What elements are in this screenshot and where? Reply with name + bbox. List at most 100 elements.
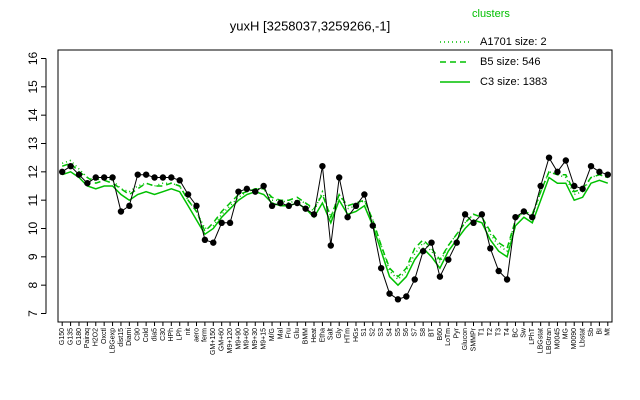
gene-point xyxy=(117,208,125,215)
x-tick-label: HPh xyxy=(168,328,175,342)
gene-point xyxy=(596,168,603,176)
gene-point xyxy=(545,154,553,161)
gene-point xyxy=(445,256,452,263)
x-tick-label: SMMPr xyxy=(470,327,477,351)
plot-frame xyxy=(57,49,613,323)
y-tick-label: 13 xyxy=(26,137,40,151)
x-tick-label: G150 xyxy=(59,328,66,345)
gene-point xyxy=(100,174,108,181)
x-tick-label: LPhT xyxy=(529,327,536,344)
gene-point xyxy=(294,199,301,207)
gene-point xyxy=(201,236,209,244)
legend-label: C3 size: 1383 xyxy=(480,76,547,88)
x-tick-label: nit xyxy=(185,328,192,335)
x-tick-label: Glucon xyxy=(462,328,469,350)
gene-point xyxy=(453,239,460,246)
x-tick-label: M/G xyxy=(269,328,276,341)
x-tick-label: M0090 xyxy=(571,328,578,350)
gene-point xyxy=(520,208,528,215)
x-tick-label: Cold xyxy=(143,328,150,343)
gene-point xyxy=(495,267,502,275)
gene-point xyxy=(562,157,570,164)
gene-point xyxy=(109,174,116,181)
gene-point xyxy=(319,162,326,170)
gene-point xyxy=(344,213,351,221)
x-tick-label: G180 xyxy=(76,328,83,345)
x-tick-label: HGs xyxy=(353,328,360,343)
x-tick-label: S3 xyxy=(378,328,385,337)
gene-point xyxy=(126,202,133,210)
x-tick-label: dist15 xyxy=(118,328,125,347)
x-tick-label: Lbstat xyxy=(579,328,586,347)
gene-point xyxy=(176,177,183,184)
x-tick-label: Oxctl xyxy=(101,328,108,344)
gene-point xyxy=(352,202,360,210)
legend-label: A1701 size: 2 xyxy=(480,36,547,48)
gene-point xyxy=(411,276,418,283)
x-tick-label: S4 xyxy=(386,328,393,337)
x-tick-label: Etha xyxy=(319,328,326,343)
gene-point xyxy=(419,247,427,255)
gene-point xyxy=(361,191,368,198)
x-tick-label: LBGstat xyxy=(537,328,544,353)
x-tick-label: Glu xyxy=(294,328,301,339)
y-tick-label: 7 xyxy=(26,310,40,317)
x-tick-label: BC xyxy=(512,328,519,338)
x-tick-label: H2O2 xyxy=(93,328,100,346)
gene-point xyxy=(151,174,158,181)
x-tick-label: T4 xyxy=(504,328,511,336)
x-tick-label: Heat xyxy=(311,328,318,343)
x-tick-label: C30 xyxy=(160,328,167,341)
x-tick-label: dia5 xyxy=(151,328,158,341)
gene-point xyxy=(58,168,66,176)
gene-point xyxy=(193,202,200,210)
x-tick-label: Gly xyxy=(336,328,343,339)
y-tick-label: 9 xyxy=(26,253,40,260)
gene-point xyxy=(226,219,234,227)
x-tick-label: Sb xyxy=(588,328,595,337)
x-tick-label: aero xyxy=(193,328,200,342)
y-tick-label: 14 xyxy=(26,108,40,122)
gene-point xyxy=(470,219,477,227)
gene-point xyxy=(168,174,175,181)
gene-point xyxy=(487,245,494,252)
y-tick-label: 10 xyxy=(26,222,40,236)
x-tick-label: S6 xyxy=(403,328,410,337)
x-tick-label: M9+30 xyxy=(252,328,259,350)
x-tick-label: M9+120 xyxy=(227,328,234,354)
x-tick-label: ferm xyxy=(202,328,209,342)
x-tick-label: Diami xyxy=(126,328,133,346)
gene-point xyxy=(604,171,612,178)
gene-point xyxy=(587,162,595,170)
gene-point xyxy=(386,290,393,297)
x-tick-label: M9+15 xyxy=(260,328,267,350)
gene-point xyxy=(134,171,141,178)
gene-point xyxy=(243,185,251,193)
gene-point xyxy=(403,293,410,300)
y-tick-label: 15 xyxy=(26,80,40,94)
gene-point xyxy=(503,276,511,283)
gene-point xyxy=(252,188,259,195)
x-tick-label: Sw xyxy=(521,327,528,338)
gene-point xyxy=(210,239,217,246)
gene-point xyxy=(537,182,544,190)
gene-point xyxy=(571,182,578,190)
gene-point xyxy=(285,202,293,210)
gene-point xyxy=(512,213,519,221)
x-tick-label: MG xyxy=(563,328,570,339)
gene-point xyxy=(218,219,225,227)
x-tick-label: S5 xyxy=(395,328,402,337)
x-tick-label: LoTm xyxy=(445,328,452,346)
legend-label: B5 size: 546 xyxy=(480,56,541,68)
gene-point xyxy=(461,211,469,218)
x-tick-label: LPh xyxy=(177,328,184,341)
gene-point xyxy=(529,213,536,221)
x-tick-label: LBGtran xyxy=(546,328,553,354)
gene-point xyxy=(310,211,318,218)
gene-point xyxy=(277,199,284,207)
x-tick-label: LBGexp xyxy=(109,328,116,353)
gene-point xyxy=(428,239,435,246)
x-tick-label: C90 xyxy=(135,328,142,341)
x-tick-label: T1 xyxy=(479,328,486,336)
